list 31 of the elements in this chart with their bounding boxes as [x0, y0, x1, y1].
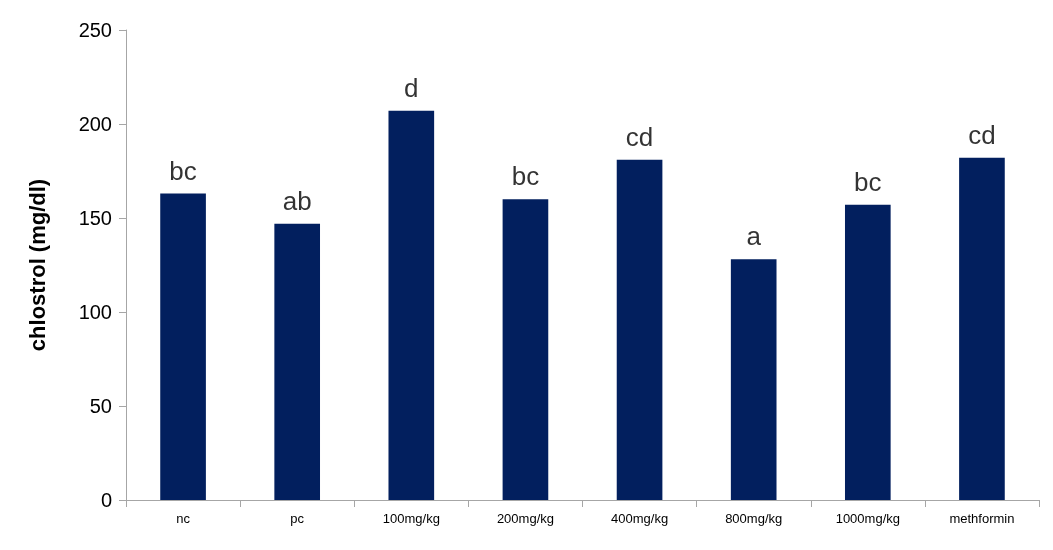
bar: [160, 193, 206, 500]
bar: [844, 204, 891, 500]
annotation: cd: [968, 119, 996, 150]
annotation: a: [746, 221, 762, 252]
annotation: bc: [169, 155, 197, 186]
y-tick-label: 100: [78, 301, 112, 323]
annotation: d: [404, 72, 419, 103]
annotation: ab: [282, 185, 312, 216]
y-tick-label: 200: [78, 113, 112, 135]
x-tick-label: 1000mg/kg: [835, 511, 900, 526]
x-tick-label: pc: [290, 511, 305, 526]
y-tick-label: 250: [78, 19, 112, 41]
x-tick-label: methformin: [949, 511, 1015, 526]
y-tick-label: 50: [89, 395, 112, 417]
x-tick-label: 100mg/kg: [382, 511, 440, 526]
annotation: bc: [854, 166, 882, 197]
x-tick-label: 800mg/kg: [725, 511, 783, 526]
bar: [616, 159, 663, 500]
y-tick-label: 0: [100, 489, 112, 511]
x-tick-label: 200mg/kg: [496, 511, 554, 526]
bar: [730, 259, 777, 500]
x-tick-label: nc: [176, 511, 191, 526]
bar: [388, 110, 435, 500]
y-tick-label: 150: [78, 207, 112, 229]
bar: [274, 223, 321, 500]
annotation: cd: [625, 121, 654, 152]
bar: [959, 157, 1005, 500]
annotation: bc: [511, 161, 540, 192]
x-tick-label: 400mg/kg: [611, 511, 669, 526]
bar: [502, 199, 549, 500]
y-axis-title: chlostrol (mg/dl): [24, 178, 50, 352]
